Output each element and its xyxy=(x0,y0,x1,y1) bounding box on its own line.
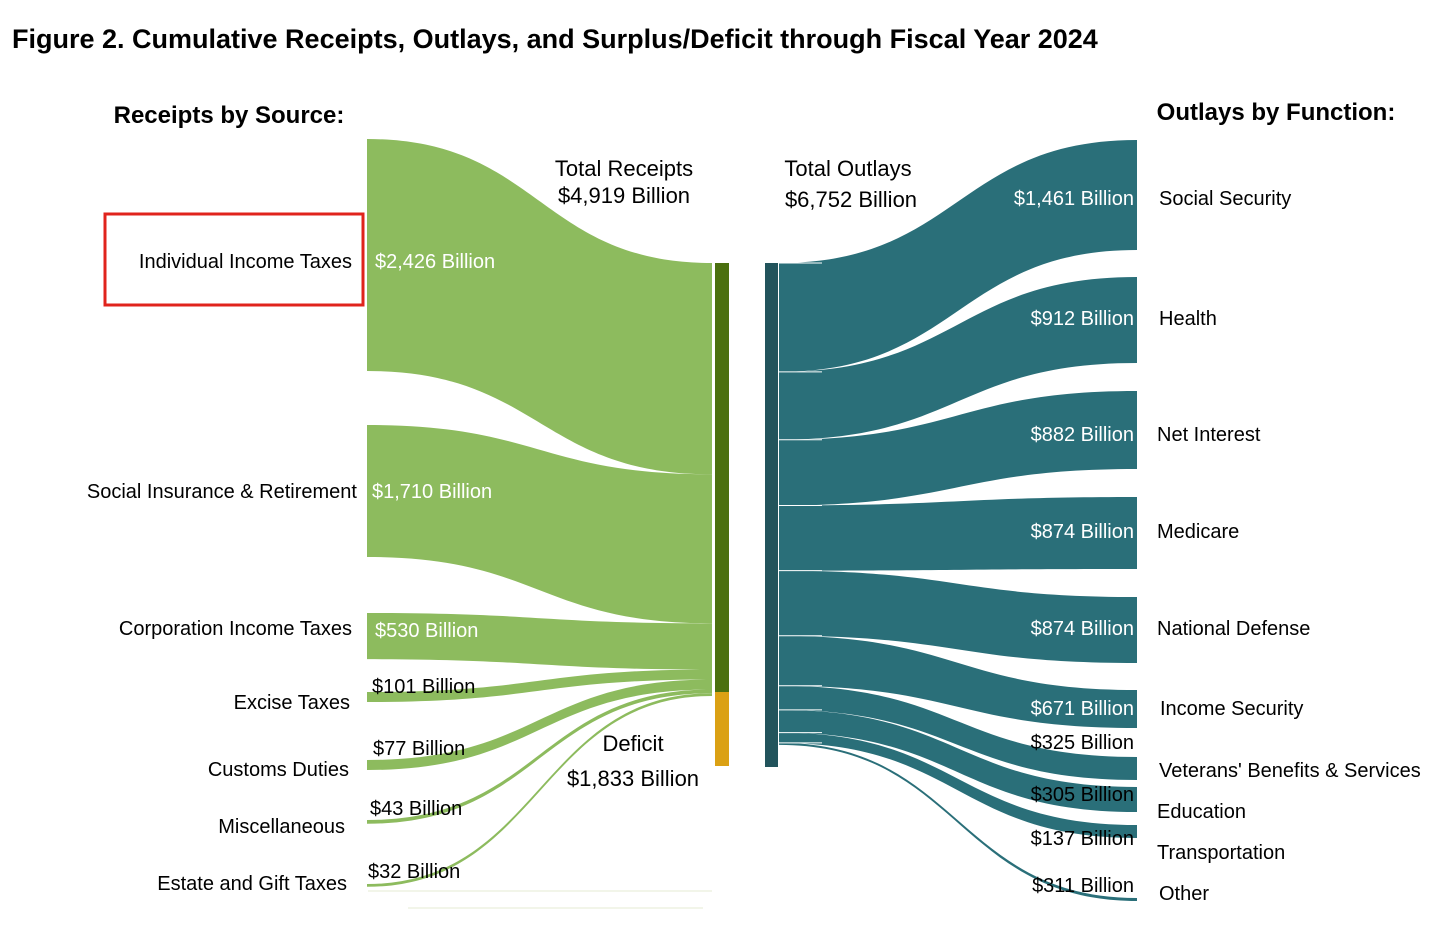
total-outlays-value: $6,752 Billion xyxy=(785,187,917,212)
receipt-flow-customs-duties xyxy=(367,679,712,770)
receipt-flow-miscellaneous xyxy=(367,689,712,824)
outlay-flow-medicare xyxy=(779,497,1137,571)
source-label: Social Insurance & Retirement xyxy=(87,481,358,503)
value-label: $32 Billion xyxy=(368,861,460,883)
value-label: $1,710 Billion xyxy=(372,481,492,503)
source-label: Individual Income Taxes xyxy=(139,251,352,273)
outlays-heading: Outlays by Function: xyxy=(1157,99,1396,126)
source-label: Miscellaneous xyxy=(218,816,345,838)
receipt-flow-corporation-income-taxes xyxy=(367,613,712,670)
value-label: $137 Billion xyxy=(1031,828,1134,850)
value-label: $874 Billion xyxy=(1031,618,1134,640)
outlay-flow-other xyxy=(779,742,1137,901)
outlay-flow-net-interest xyxy=(779,391,1137,506)
outlay-flow-social-security xyxy=(779,140,1137,372)
source-label: Estate and Gift Taxes xyxy=(157,873,347,895)
function-label: Education xyxy=(1157,801,1246,823)
value-label: $101 Billion xyxy=(372,676,475,698)
value-label: $43 Billion xyxy=(370,798,462,820)
outlay-flow-health xyxy=(779,277,1137,440)
value-label: $530 Billion xyxy=(375,620,478,642)
outlay-flow-education xyxy=(779,709,1137,812)
value-label: $1,461 Billion xyxy=(1014,188,1134,210)
function-label: Veterans' Benefits & Services xyxy=(1159,760,1421,782)
function-label: Health xyxy=(1159,308,1217,330)
function-label: Social Security xyxy=(1159,188,1291,210)
receipt-flow-social-insurance-retirement xyxy=(367,425,712,624)
function-label: Other xyxy=(1159,883,1209,905)
figure-title: Figure 2. Cumulative Receipts, Outlays, … xyxy=(12,24,1098,54)
outlays-total-bar xyxy=(765,263,778,767)
deficit-label: Deficit xyxy=(602,731,663,756)
total-outlays-label: Total Outlays xyxy=(784,156,911,181)
value-label: $912 Billion xyxy=(1031,308,1134,330)
receipt-flow-excise-taxes xyxy=(367,669,712,702)
value-label: $2,426 Billion xyxy=(375,251,495,273)
value-label: $311 Billion xyxy=(1032,875,1134,897)
value-label: $77 Billion xyxy=(373,738,465,760)
total-receipts-value: $4,919 Billion xyxy=(558,183,690,208)
function-label: Transportation xyxy=(1157,842,1285,864)
source-label: Customs Duties xyxy=(208,759,349,781)
source-label: Excise Taxes xyxy=(234,692,350,714)
value-label: $325 Billion xyxy=(1031,732,1134,754)
outlay-flow-national-defense xyxy=(779,570,1137,663)
total-receipts-label: Total Receipts xyxy=(555,156,693,181)
value-label: $882 Billion xyxy=(1031,424,1134,446)
receipt-flow-individual-income-taxes xyxy=(367,139,712,475)
value-label: $874 Billion xyxy=(1031,521,1134,543)
function-label: Medicare xyxy=(1157,521,1239,543)
highlight-box xyxy=(103,212,365,307)
receipts-heading: Receipts by Source: xyxy=(114,102,345,129)
function-label: National Defense xyxy=(1157,618,1310,640)
value-label: $305 Billion xyxy=(1031,784,1134,806)
outlay-flow-income-security xyxy=(779,635,1137,728)
deficit-value: $1,833 Billion xyxy=(567,766,699,791)
outlay-flow-transportation xyxy=(779,732,1137,838)
function-label: Income Security xyxy=(1160,698,1303,720)
deficit-bar xyxy=(715,692,729,766)
source-label: Corporation Income Taxes xyxy=(119,618,352,640)
receipts-total-bar xyxy=(715,263,729,692)
function-label: Net Interest xyxy=(1157,424,1261,446)
value-label: $671 Billion xyxy=(1031,698,1134,720)
outlay-flow-veterans-benefits-services xyxy=(779,685,1137,780)
receipt-flow-estate-and-gift-taxes xyxy=(367,693,712,887)
